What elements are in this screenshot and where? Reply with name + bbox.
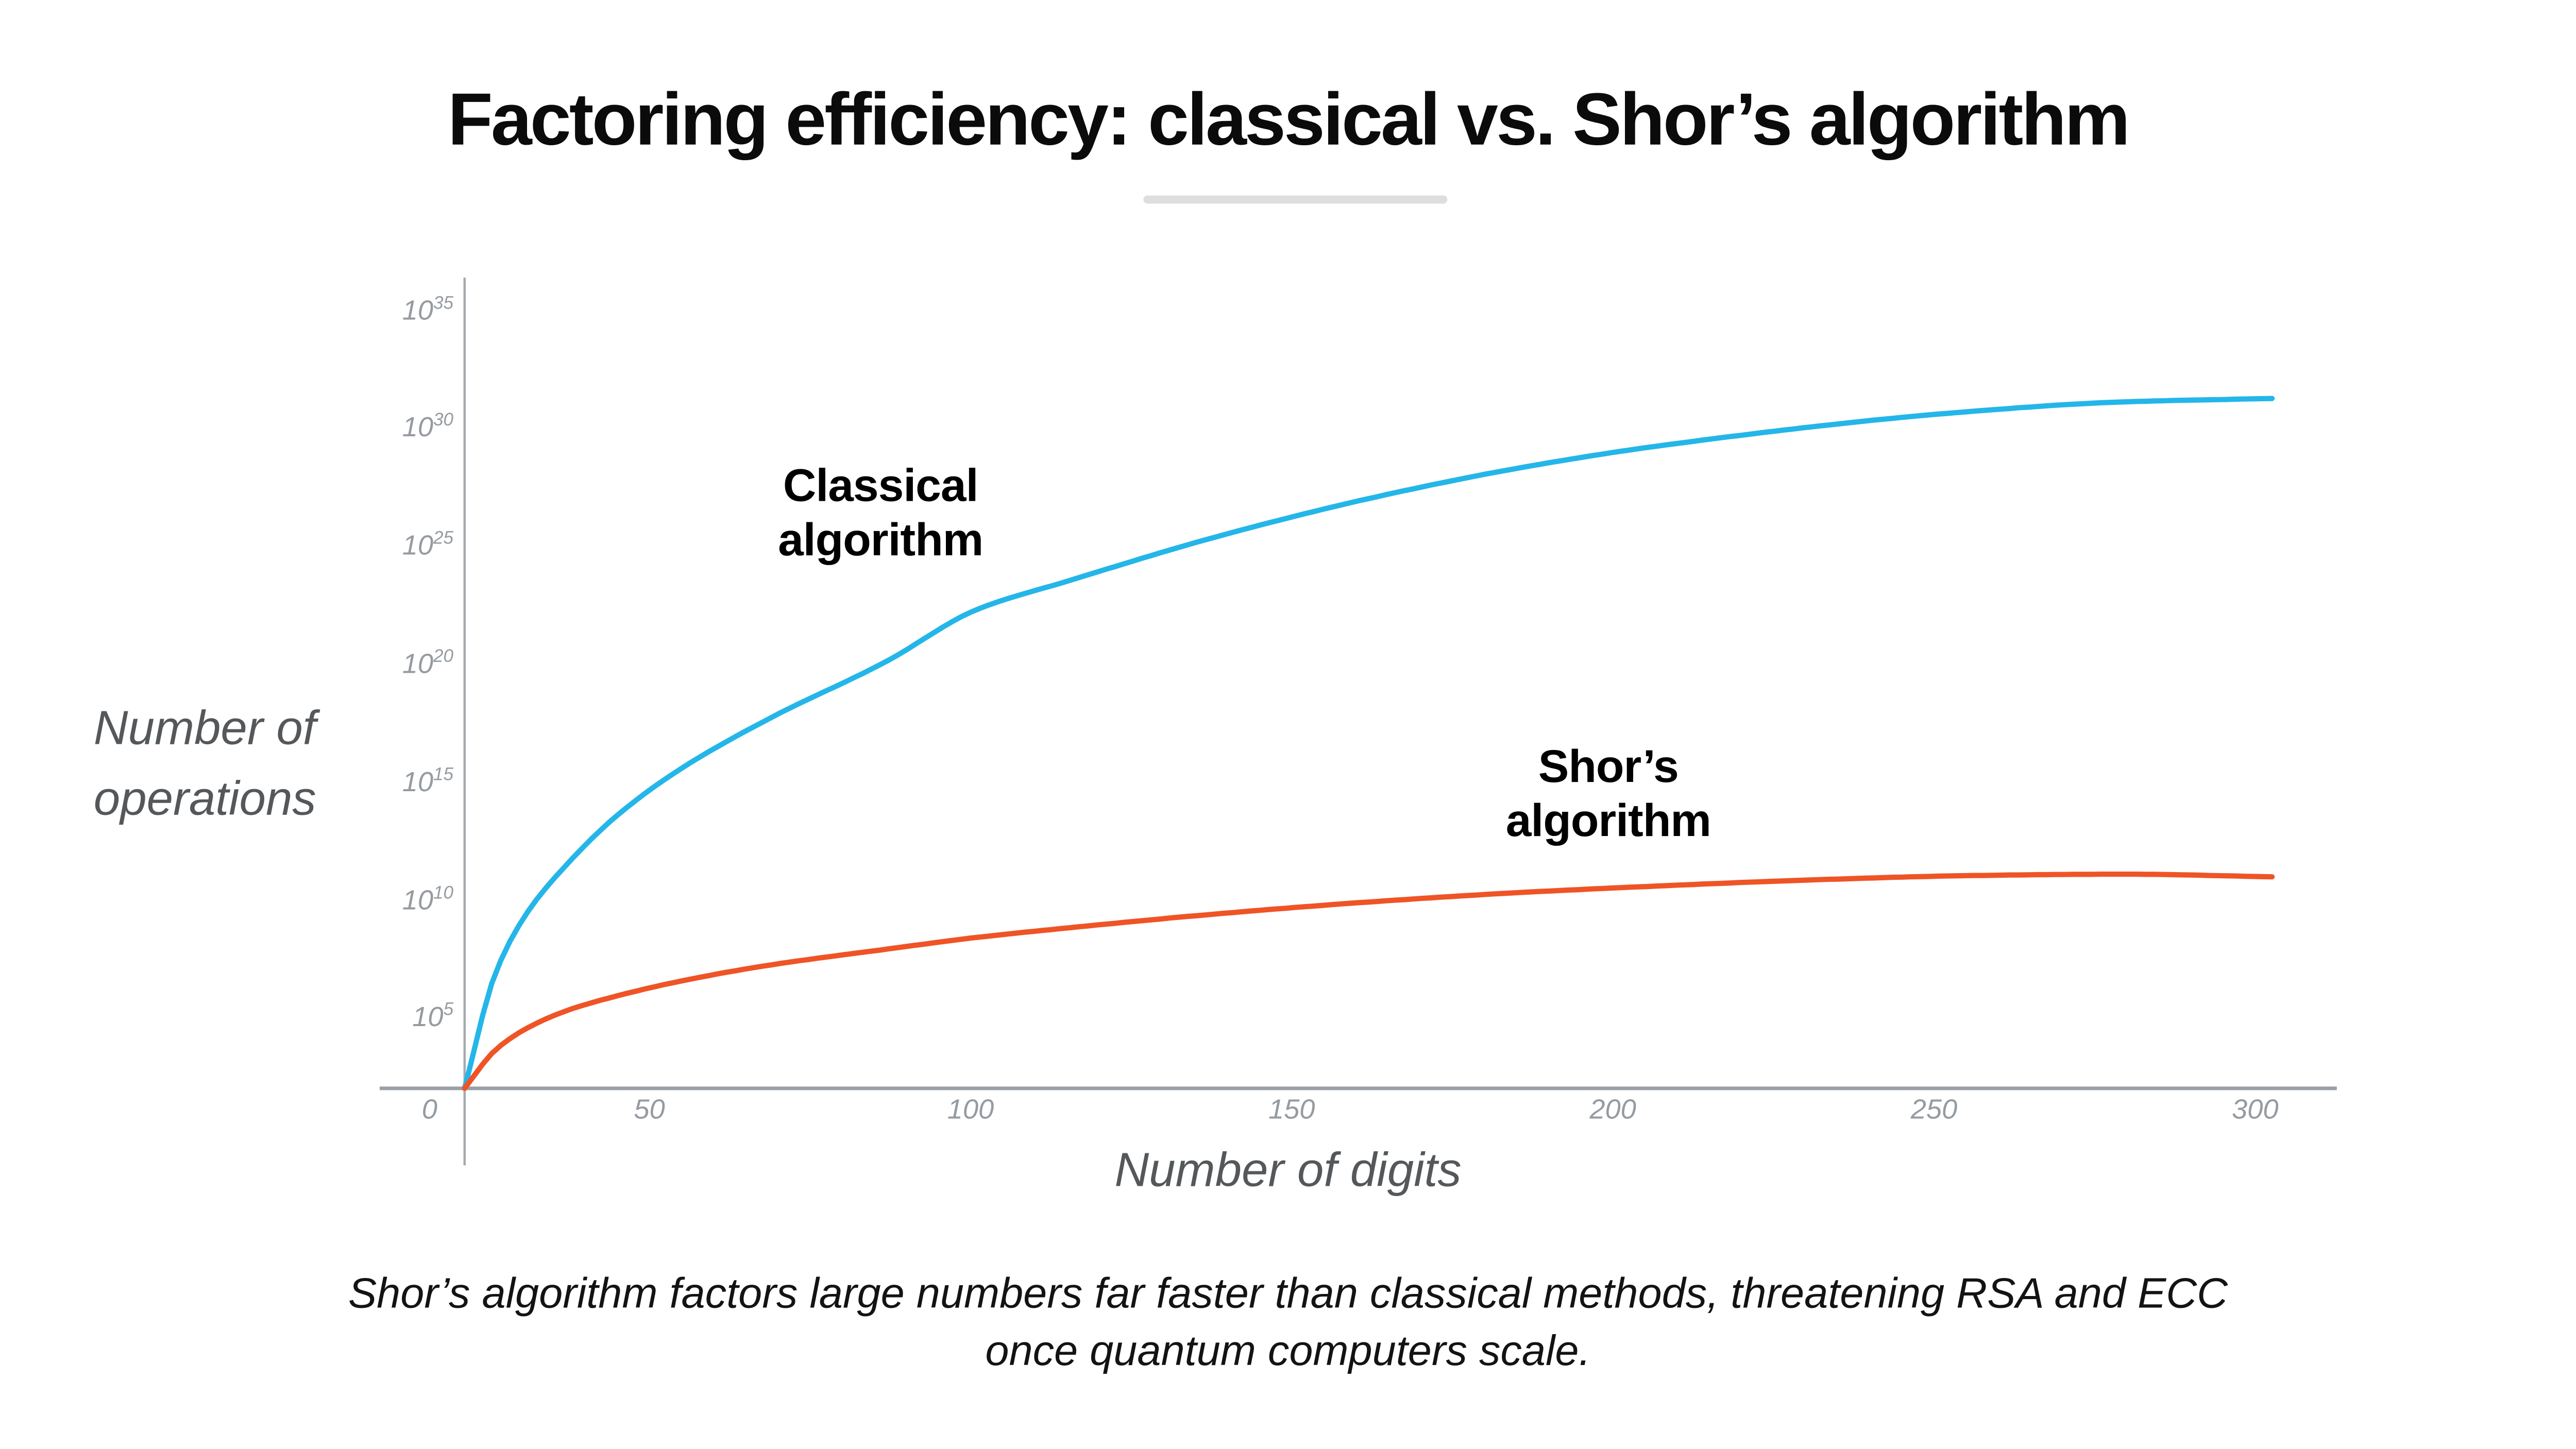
y-tick-label: 1010 xyxy=(402,882,454,915)
caption-line-1: Shor’s algorithm factors large numbers f… xyxy=(348,1268,2228,1318)
caption: Shor’s algorithm factors large numbers f… xyxy=(0,1265,2576,1379)
x-tick-label: 300 xyxy=(2232,1094,2279,1126)
x-axis-title: Number of digits xyxy=(1114,1145,1462,1198)
x-tick-label: 100 xyxy=(947,1094,994,1126)
y-tick-label: 1020 xyxy=(402,647,454,679)
shors-curve xyxy=(462,871,2275,1091)
x-tick-label: 250 xyxy=(1910,1094,1958,1126)
classical-series-label: Classical algorithm xyxy=(778,459,984,565)
x-tick-label: 150 xyxy=(1268,1094,1315,1126)
title-divider xyxy=(1143,195,1448,204)
page-title: Factoring efficiency: classical vs. Shor… xyxy=(447,77,2130,161)
y-tick-label: 1030 xyxy=(402,411,454,444)
shor-series-label: Shor’s algorithm xyxy=(1505,741,1711,846)
y-tick-label: 1035 xyxy=(402,293,454,326)
y-axis-title: Number of operations xyxy=(93,703,316,826)
x-tick-label: 200 xyxy=(1589,1094,1636,1126)
x-tick-label: 50 xyxy=(634,1094,665,1126)
classical-curve xyxy=(462,396,2275,1091)
caption-line-2: once quantum computers scale. xyxy=(985,1325,1591,1375)
y-tick-label: 1015 xyxy=(402,764,454,797)
y-tick-label: 1025 xyxy=(402,529,454,561)
y-tick-label: 105 xyxy=(412,1000,454,1033)
x-tick-label: 0 xyxy=(421,1094,437,1126)
